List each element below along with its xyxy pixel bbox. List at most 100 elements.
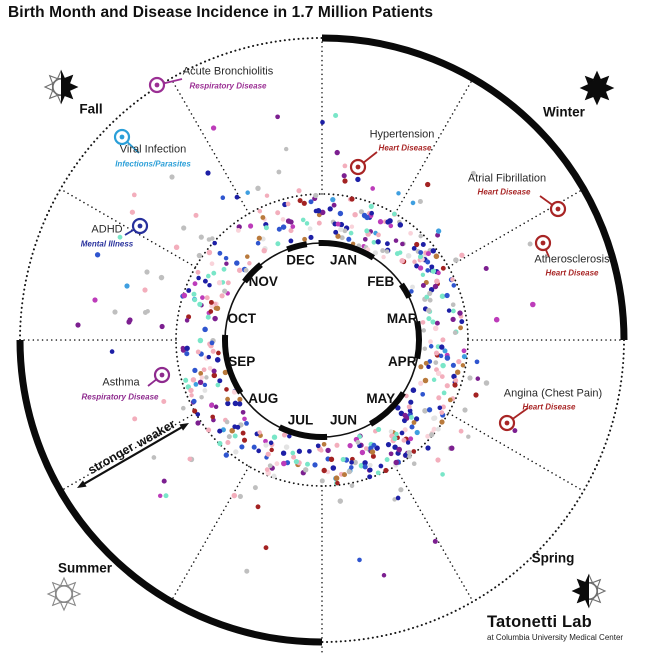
annotation-category-acute-bronchiolitis: Respiratory Disease (190, 81, 267, 90)
scatter-dot (274, 461, 280, 467)
scatter-dot (206, 249, 213, 256)
scatter-dot (235, 424, 241, 430)
scatter-dot (420, 242, 426, 247)
scatter-dot (458, 325, 463, 331)
season-label-spring: Spring (531, 550, 575, 566)
scatter-dot (338, 226, 344, 232)
scatter-dot (342, 163, 348, 169)
scatter-dot (398, 487, 404, 493)
scatter-dot (434, 320, 440, 326)
scatter-dot (265, 451, 271, 457)
scatter-dot (369, 210, 375, 216)
scatter-dot (527, 241, 533, 247)
scatter-dot (462, 407, 468, 413)
scatter-dot (197, 301, 203, 307)
scatter-dot (440, 404, 446, 410)
scatter-dot (287, 433, 292, 439)
scatter-dot (473, 392, 479, 398)
scatter-dot (425, 181, 431, 188)
spoke-dotted-line (447, 188, 585, 268)
outer-solid-arc-summer (16, 339, 323, 646)
outer-dotted-arc-spring (321, 339, 625, 643)
scatter-dot (451, 308, 456, 314)
scatter-dot (267, 463, 273, 469)
scatter-dot (444, 383, 450, 389)
scatter-dot (417, 198, 423, 205)
scatter-dot (408, 399, 414, 405)
scatter-dot (307, 448, 312, 454)
scatter-dot (380, 248, 386, 254)
scatter-dot (411, 461, 417, 467)
disease-name: Atrial Fibrillation (467, 172, 547, 185)
scatter-dot (422, 346, 428, 351)
scatter-dot (418, 233, 423, 239)
scatter-dot (216, 280, 223, 286)
scatter-dot (205, 170, 211, 176)
scatter-dot (422, 377, 429, 384)
month-ring-thick-arc (222, 334, 244, 395)
annotation-name-atherosclerosis: Atherosclerosis (534, 254, 609, 267)
disease-name: Acute Bronchiolitis (182, 65, 274, 78)
scatter-dot (342, 228, 348, 234)
scatter-dot (446, 308, 452, 313)
scatter-dot (426, 364, 431, 370)
scatter-dot (181, 292, 188, 299)
scatter-dot (191, 291, 197, 297)
scatter-dot (392, 435, 398, 442)
scatter-dot (217, 440, 223, 447)
scatter-dot (428, 344, 434, 349)
scatter-dot (300, 217, 306, 223)
annotation-marker-hypertension (349, 151, 378, 176)
scatter-dot (384, 457, 390, 463)
annotation-name-viral-infection: Viral Infection (120, 144, 186, 157)
season-label-fall: Fall (79, 101, 103, 117)
scatter-dot (429, 432, 435, 438)
scatter-dot (421, 328, 427, 333)
scatter-dot (280, 450, 287, 456)
sun-ray (596, 586, 607, 596)
spoke-dotted-line (59, 412, 197, 492)
scatter-dot (271, 473, 277, 479)
month-label-jun: JUN (330, 413, 357, 428)
scatter-dot (209, 402, 215, 408)
scatter-dot (418, 380, 424, 386)
sun-ray (68, 82, 79, 92)
scatter-dot (223, 452, 229, 458)
scatter-dot (397, 222, 404, 228)
scatter-dot (453, 377, 459, 384)
scatter-dot (288, 228, 294, 234)
arrowhead (179, 423, 189, 431)
annotation-marker-viral-infection (113, 128, 140, 154)
scatter-dot (393, 238, 399, 243)
scatter-dot (201, 367, 207, 373)
season-label-summer: Summer (57, 560, 113, 576)
scatter-dot (441, 390, 447, 396)
disease-name: Atherosclerosis (534, 253, 610, 266)
scatter-dot (349, 224, 355, 229)
scatter-dots (75, 112, 536, 578)
month-label-feb: FEB (367, 274, 394, 289)
scatter-dot (512, 428, 518, 434)
scatter-dot (385, 441, 392, 448)
scatter-dot (340, 456, 346, 462)
scatter-dot (370, 186, 376, 191)
spoke-dotted-line (59, 188, 197, 268)
scatter-dot (388, 223, 394, 229)
scatter-dot (408, 230, 413, 236)
scatter-dot (372, 250, 379, 256)
scatter-dot (232, 433, 238, 439)
scatter-dot (195, 420, 201, 426)
scatter-dot (320, 119, 325, 125)
scatter-dot (217, 428, 223, 434)
scatter-dot (240, 430, 246, 436)
scatter-dot (264, 467, 270, 472)
scatter-dot (189, 393, 194, 398)
scatter-dot (222, 288, 228, 294)
scatter-dot (437, 405, 443, 411)
scatter-dot (435, 232, 441, 238)
scatter-dot (493, 316, 500, 323)
scatter-dot (208, 299, 214, 305)
scatter-dot (470, 170, 476, 176)
scatter-dot (192, 408, 198, 414)
